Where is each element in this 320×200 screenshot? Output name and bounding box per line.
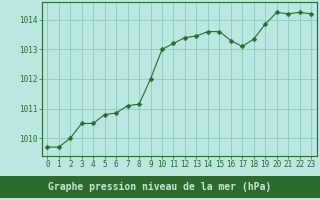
Text: Graphe pression niveau de la mer (hPa): Graphe pression niveau de la mer (hPa) <box>48 182 272 192</box>
